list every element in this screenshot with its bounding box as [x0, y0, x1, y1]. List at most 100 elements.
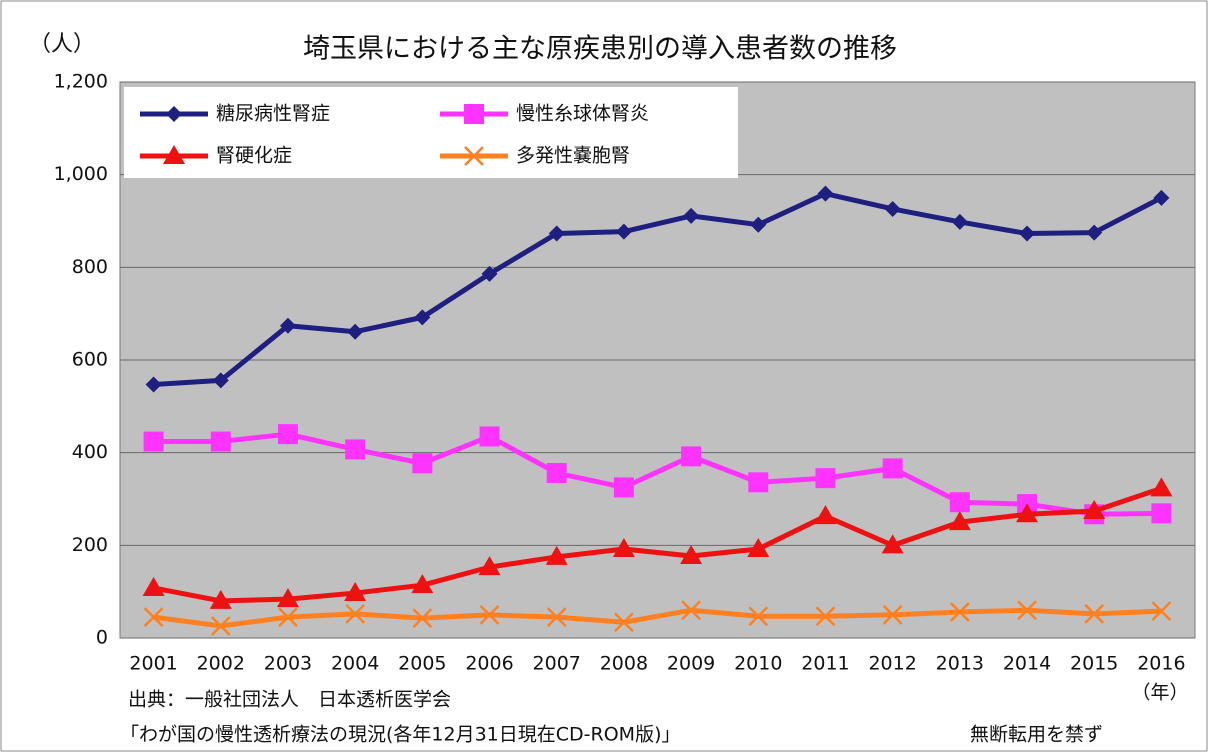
marker [817, 185, 834, 202]
marker [951, 213, 968, 230]
marker [411, 574, 434, 594]
marker [344, 582, 367, 602]
marker [546, 607, 567, 628]
x-tick-label: 2013 [936, 653, 984, 675]
x-tick-label: 2004 [331, 653, 379, 675]
marker [948, 511, 971, 531]
marker [882, 604, 903, 625]
marker [143, 431, 164, 452]
marker [882, 458, 903, 479]
marker [681, 446, 702, 467]
marker [478, 556, 501, 576]
marker [1019, 225, 1036, 242]
marker [548, 225, 565, 242]
marker [143, 607, 164, 628]
marker [747, 538, 770, 558]
marker [209, 589, 232, 609]
x-unit-label: （年） [1131, 682, 1188, 704]
source: 「わが国の慢性透析療法の現況(各年12月31日現在CD-ROM版)」 [120, 724, 680, 746]
marker [612, 538, 635, 558]
marker [815, 606, 836, 627]
marker [683, 207, 700, 224]
marker [142, 576, 165, 596]
x-tick-label: 2002 [197, 653, 245, 675]
x-tick-label: 2001 [129, 653, 177, 675]
marker [464, 104, 484, 124]
series-line [153, 431, 1162, 517]
marker [276, 588, 299, 608]
marker [613, 477, 634, 498]
y-tick-label: 200 [72, 534, 108, 556]
marker [614, 612, 634, 633]
marker [546, 463, 567, 484]
x-tick-label: 2008 [600, 653, 648, 675]
marker [166, 106, 182, 122]
x-tick-label: 2010 [734, 653, 782, 675]
marker [1084, 604, 1105, 624]
y-unit-label: （人） [29, 32, 95, 57]
marker [1150, 477, 1173, 497]
marker [681, 600, 701, 621]
marker [1151, 503, 1172, 524]
marker [949, 602, 970, 622]
marker [748, 606, 769, 627]
marker [815, 468, 836, 489]
marker [277, 424, 298, 445]
notice: 無断転用を禁ず [970, 724, 1103, 746]
legend-label: 慢性糸球体腎炎 [516, 103, 649, 125]
marker [680, 544, 703, 564]
marker [884, 200, 901, 217]
marker [1017, 600, 1037, 621]
marker [210, 431, 231, 452]
legend-label: 糖尿病性腎症 [216, 103, 330, 125]
y-tick-label: 1,200 [54, 71, 108, 93]
legend [124, 87, 738, 178]
marker [748, 472, 769, 493]
marker [1016, 503, 1039, 523]
marker [545, 545, 568, 565]
series-line [153, 191, 1163, 388]
marker [1151, 601, 1172, 622]
x-tick-label: 2011 [801, 653, 849, 675]
marker [481, 265, 498, 282]
marker [615, 223, 632, 240]
series-line [153, 607, 1162, 629]
marker [278, 607, 298, 628]
marker [347, 323, 364, 340]
marker [345, 439, 366, 460]
x-tick-label: 2016 [1137, 653, 1185, 675]
marker [1086, 224, 1103, 241]
marker [412, 608, 433, 628]
y-tick-label: 1,000 [54, 163, 108, 185]
marker [163, 145, 185, 164]
marker [279, 317, 296, 334]
marker [814, 505, 837, 525]
x-tick-label: 2009 [667, 653, 715, 675]
x-tick-label: 2015 [1070, 653, 1118, 675]
series-line [153, 485, 1163, 604]
marker [1083, 500, 1106, 520]
marker [212, 372, 229, 389]
x-tick-label: 2006 [465, 653, 513, 675]
x-tick-label: 2012 [868, 653, 916, 675]
marker [412, 453, 433, 474]
marker [345, 604, 366, 624]
marker [210, 616, 231, 636]
chart-title: 埼玉県における主な原疾患別の導入患者数の推移 [303, 34, 897, 65]
x-tick-label: 2003 [264, 653, 312, 675]
y-tick-label: 0 [96, 627, 108, 649]
marker [1153, 189, 1170, 206]
x-tick-label: 2014 [1003, 653, 1051, 675]
y-tick-label: 600 [72, 349, 108, 371]
marker [414, 309, 431, 326]
legend-label: 腎硬化症 [216, 145, 292, 167]
source: 出典：一般社団法人 日本透析医学会 [128, 689, 451, 711]
x-tick-label: 2005 [398, 653, 446, 675]
y-tick-label: 800 [72, 256, 108, 278]
marker [479, 604, 500, 625]
marker [145, 376, 162, 393]
x-tick-label: 2007 [533, 653, 581, 675]
legend-label: 多発性嚢胞腎 [516, 145, 630, 167]
marker [464, 146, 484, 166]
